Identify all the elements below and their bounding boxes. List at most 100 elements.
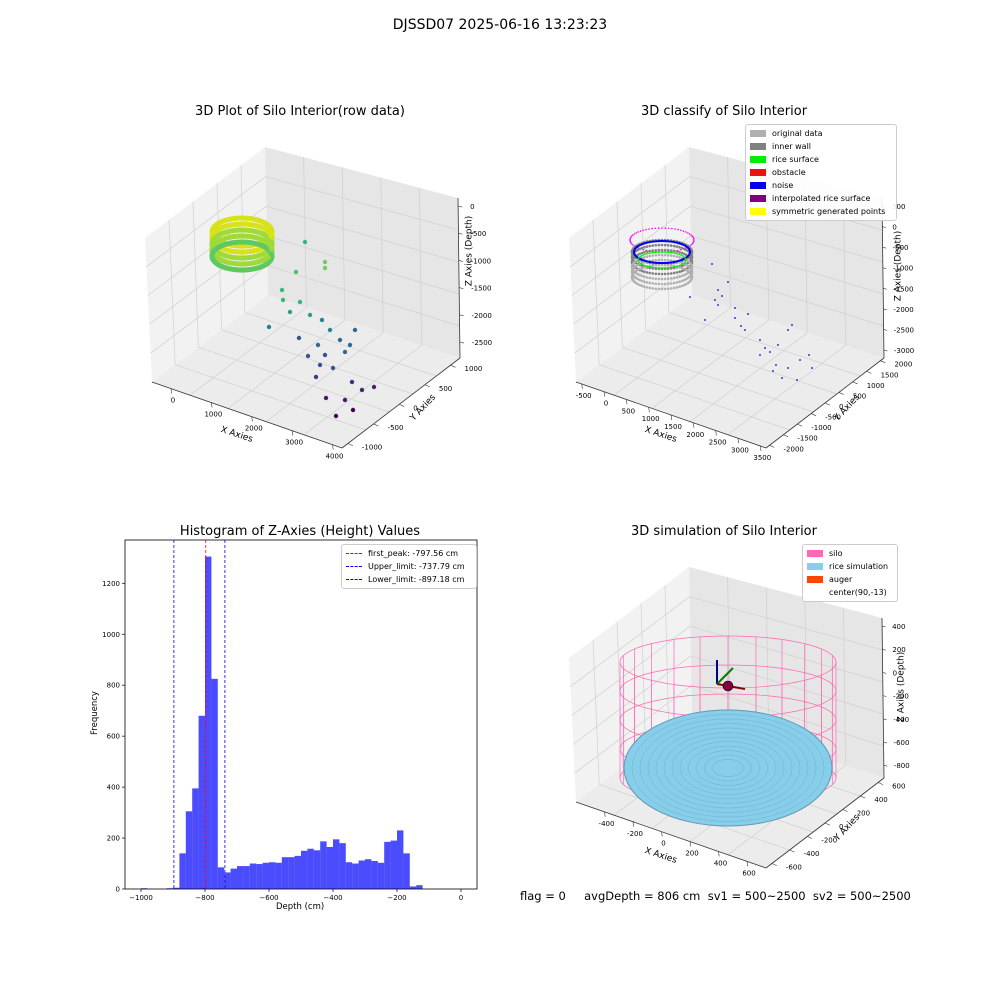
- tick-mark: [399, 404, 405, 407]
- legend-label: silo: [829, 549, 843, 558]
- histogram-bar: [249, 863, 257, 889]
- noise-point: [787, 367, 789, 369]
- legend-swatch: [807, 589, 823, 596]
- wall-point: [657, 263, 661, 267]
- rice-mesh: [647, 723, 809, 813]
- gridline: [266, 235, 460, 295]
- legend-label: noise: [772, 181, 794, 190]
- gridline: [804, 597, 808, 753]
- data-point: [279, 287, 285, 293]
- wall-point: [680, 251, 684, 255]
- tick-label: 200: [892, 646, 905, 654]
- tick-label: 4000: [326, 453, 344, 461]
- y-tick-label: 0: [116, 886, 120, 894]
- legend-label: original data: [772, 129, 823, 138]
- noise-point: [717, 289, 719, 291]
- legend-label: rice surface: [772, 155, 819, 164]
- data-point: [319, 317, 325, 323]
- noise-point: [787, 329, 789, 331]
- wall-point: [643, 245, 646, 249]
- histogram-bar: [339, 843, 346, 889]
- symmetric-point: [667, 227, 670, 230]
- symmetric-point: [674, 228, 676, 230]
- tick-label: 1500: [664, 423, 682, 431]
- symmetric-point: [664, 227, 667, 229]
- noise-point: [759, 339, 761, 341]
- rice-mesh: [631, 714, 825, 822]
- legend-item: rice surface: [750, 153, 892, 166]
- rice-simulation: [623, 709, 833, 827]
- symmetric-point: [687, 232, 689, 234]
- wall-point: [654, 243, 658, 247]
- data-point: [269, 228, 275, 234]
- noise-point: [704, 319, 706, 321]
- tick-label: 500: [622, 407, 635, 415]
- histogram-bar: [173, 887, 180, 889]
- noise-point: [811, 367, 813, 369]
- wall-point: [666, 272, 670, 276]
- wall-point: [636, 253, 640, 257]
- wall-point: [690, 254, 694, 258]
- tick-label: 2000: [894, 361, 912, 369]
- wall-point: [657, 253, 661, 257]
- data-point: [352, 327, 358, 333]
- legend-item: noise: [750, 179, 892, 192]
- wall-point: [678, 270, 681, 274]
- symmetric-point: [633, 233, 636, 235]
- rice-mesh: [639, 718, 817, 818]
- wall-point: [666, 282, 670, 286]
- histogram-bar: [345, 862, 353, 889]
- wall-point: [663, 277, 667, 281]
- x-axis-line: [151, 381, 343, 449]
- tick-label: -1000: [893, 265, 913, 273]
- tick-label: -200: [627, 830, 643, 838]
- histogram-legend: first_peak: -797.56 cm Upper_limit: -737…: [341, 544, 477, 589]
- simulation3d-panel: -400-2000200400600-600-400-2000200400600…: [569, 567, 910, 877]
- tick-mark: [458, 260, 464, 262]
- tick-mark: [458, 205, 463, 208]
- tick-label: -600: [894, 739, 910, 747]
- legend-label: inner wall: [772, 142, 812, 151]
- tick-mark: [373, 423, 379, 427]
- data-point: [315, 342, 321, 348]
- wall-point: [645, 281, 649, 284]
- tick-label: 1000: [642, 415, 660, 423]
- symmetric-point: [651, 227, 653, 230]
- histogram-bar: [397, 830, 404, 889]
- symmetric-point: [642, 248, 644, 251]
- tick-label: 200: [685, 850, 698, 858]
- data-point: [293, 269, 299, 275]
- wall-point: [654, 258, 658, 262]
- tick-label: -500: [470, 230, 486, 238]
- wall-point: [657, 277, 661, 281]
- auger-axis: [716, 667, 734, 685]
- noise-point: [727, 281, 729, 283]
- gridline: [570, 596, 690, 688]
- y-tick-label: 400: [107, 784, 120, 792]
- tick-mark: [860, 795, 866, 799]
- symmetric-point: [680, 229, 682, 232]
- symmetric-point: [629, 239, 631, 241]
- histogram-bar: [320, 841, 327, 889]
- y-tick-label: 600: [107, 733, 120, 741]
- gridline: [690, 235, 884, 295]
- raw3d-zlabel: Z Axies (Depth): [464, 215, 475, 287]
- histogram-bar: [409, 886, 417, 889]
- symmetric-point: [680, 248, 682, 251]
- wall-point: [663, 287, 667, 291]
- histogram-bar: [230, 868, 237, 889]
- wall-point: [675, 255, 679, 258]
- classify3d-zlabel: Z Axies (Depth): [893, 230, 904, 302]
- tick-label: -2500: [894, 326, 914, 334]
- wall-point: [640, 266, 644, 270]
- gridline: [240, 165, 246, 313]
- wall-point: [657, 287, 661, 291]
- wall-point: [678, 265, 681, 269]
- wall-point: [660, 277, 664, 281]
- gridline: [640, 603, 646, 750]
- rice-mesh: [663, 732, 793, 804]
- tick-mark: [332, 444, 334, 450]
- tick-label: 0: [839, 823, 843, 831]
- wall-point: [666, 243, 670, 247]
- wall-point: [638, 267, 642, 271]
